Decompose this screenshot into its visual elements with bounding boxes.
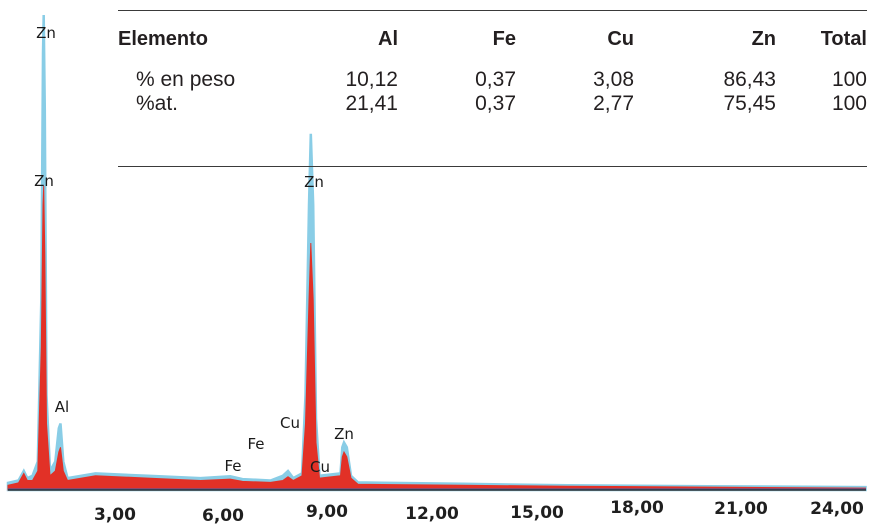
table-cell: 0,37 [475,92,516,115]
spectrum-series-0 [6,14,867,492]
header-cell: Cu [607,27,634,50]
peak-label: Cu [310,458,330,476]
x-tick-label: 15,00 [510,503,564,523]
table-row: % en peso 10,12 0,37 3,08 86,43 100 [118,68,867,92]
table-cell: 2,77 [593,92,634,115]
table-cell: 100 [831,92,867,115]
table-cell: 21,41 [345,92,398,115]
x-tick-label: 9,00 [306,502,348,522]
x-tick-label: 24,00 [810,499,864,519]
table-cell: 0,37 [475,68,516,91]
composition-table: Elemento Al Fe Cu Zn Total % en peso 10,… [118,10,867,116]
header-cell: Total [820,27,867,50]
table-header-row: Elemento Al Fe Cu Zn Total [118,10,867,68]
peak-label: Zn [36,24,56,42]
x-tick-label: 18,00 [610,498,664,518]
peak-label: Zn [34,172,54,190]
spectrum-series-layer [6,14,867,492]
peak-label: Fe [224,457,241,475]
table-top-rule [118,10,867,11]
table-cell: 3,08 [593,68,634,91]
x-tick-labels: 3,00 6,00 9,00 12,00 15,00 18,00 21,00 24,00 [94,498,864,526]
table-cell: 100 [831,68,867,91]
table-cell: 86,43 [723,68,776,91]
spectrum-series-1 [7,185,866,491]
header-cell: Zn [751,27,776,50]
x-tick-label: 3,00 [94,505,136,525]
header-cell: Fe [492,27,516,50]
x-tick-label: 21,00 [714,499,768,519]
peak-label: Zn [304,173,324,191]
table-bottom-rule [118,166,867,167]
peak-label: Al [55,398,69,416]
header-cell: Al [378,27,398,50]
table-cell: 75,45 [723,92,776,115]
table-cell: %at. [136,92,179,115]
x-tick-label: 12,00 [405,504,459,524]
header-cell: Elemento [118,27,209,50]
table-cell: 10,12 [345,68,398,91]
table-cell: % en peso [136,68,236,91]
peak-label: Cu [280,414,300,432]
table-row: %at. 21,41 0,37 2,77 75,45 100 [118,92,867,116]
peak-label: Fe [247,435,264,453]
x-tick-label: 6,00 [202,506,244,526]
peak-label: Zn [334,425,354,443]
